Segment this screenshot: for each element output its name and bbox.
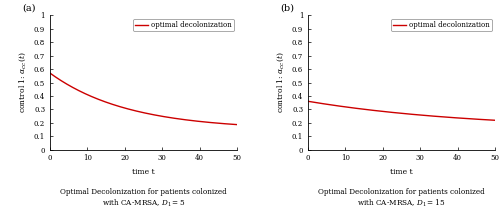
Text: (b): (b) — [280, 4, 294, 13]
X-axis label: time t: time t — [132, 168, 155, 176]
optimal decolonization — [416, 114, 422, 116]
X-axis label: time t: time t — [390, 168, 413, 176]
optimal decolonization — [158, 115, 164, 117]
optimal decolonization — [488, 119, 494, 121]
optimal decolonization — [394, 112, 400, 114]
optimal decolonization — [492, 119, 498, 122]
Text: Optimal Decolonization for patients colonized
with CA-MRSA, $D_1 = 5$: Optimal Decolonization for patients colo… — [60, 188, 227, 209]
optimal decolonization — [305, 100, 311, 103]
Legend: optimal decolonization: optimal decolonization — [392, 19, 492, 31]
optimal decolonization — [395, 112, 401, 114]
optimal decolonization — [458, 117, 464, 119]
optimal decolonization — [230, 123, 235, 126]
Line: optimal decolonization: optimal decolonization — [50, 73, 237, 125]
Text: (a): (a) — [22, 4, 36, 13]
Line: optimal decolonization: optimal decolonization — [308, 101, 495, 120]
optimal decolonization — [148, 113, 154, 116]
Legend: optimal decolonization: optimal decolonization — [134, 19, 234, 31]
optimal decolonization — [406, 113, 412, 115]
optimal decolonization — [200, 121, 206, 123]
Text: Optimal Decolonization for patients colonized
with CA-MRSA, $D_1 = 15$: Optimal Decolonization for patients colo… — [318, 188, 485, 209]
Y-axis label: control 1: $\alpha_{cc}(t)$: control 1: $\alpha_{cc}(t)$ — [18, 52, 28, 113]
optimal decolonization — [137, 111, 143, 113]
optimal decolonization — [47, 72, 53, 74]
Y-axis label: control 1: $\alpha_{cc}(t)$: control 1: $\alpha_{cc}(t)$ — [276, 52, 286, 113]
optimal decolonization — [136, 110, 142, 113]
optimal decolonization — [234, 123, 240, 126]
